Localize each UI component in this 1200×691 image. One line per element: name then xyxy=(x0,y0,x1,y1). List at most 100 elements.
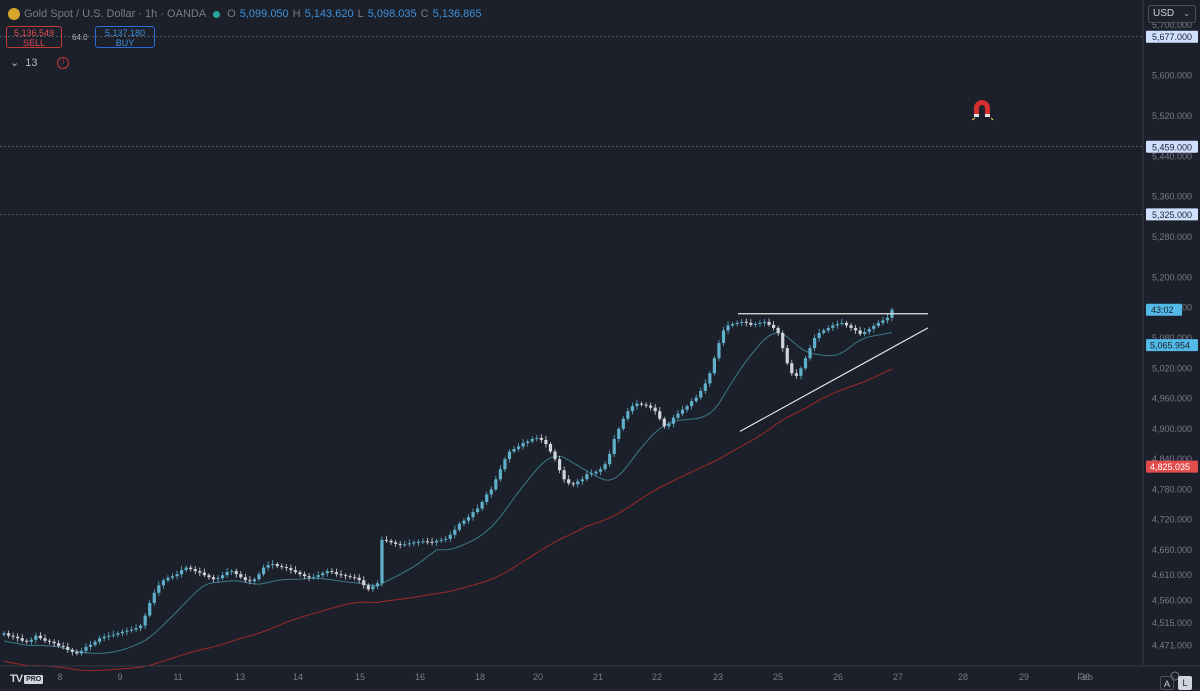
candle-body xyxy=(248,580,252,582)
candle-body xyxy=(790,363,794,374)
candle-body xyxy=(758,322,762,324)
y-tick-label: 4,660.000 xyxy=(1152,545,1192,555)
candle-body xyxy=(753,323,757,325)
x-tick-label: 28 xyxy=(958,672,968,682)
candle-body xyxy=(567,479,571,484)
candle-body xyxy=(589,473,594,475)
candle-body xyxy=(676,413,680,418)
candle-body xyxy=(448,534,452,539)
indicator-count: 13 xyxy=(25,56,38,69)
candle-body xyxy=(630,406,635,412)
buy-label: BUY xyxy=(115,38,135,48)
candle-body xyxy=(234,571,238,575)
candle-body xyxy=(29,639,33,642)
current-price-label: 43:02 xyxy=(1151,305,1174,315)
y-tick-label: 4,780.000 xyxy=(1152,484,1192,494)
currency-select[interactable]: USD ⌄ xyxy=(1148,5,1196,23)
buy-button[interactable]: 5,137.180 BUY xyxy=(95,26,155,48)
warning-icon[interactable]: ! xyxy=(57,56,70,69)
candle-body xyxy=(535,437,539,439)
ma-fast-tag xyxy=(1146,339,1198,352)
candle-body xyxy=(280,566,284,568)
candle-body xyxy=(389,540,393,543)
candle-body xyxy=(98,638,102,642)
x-tick-label: 16 xyxy=(415,672,425,682)
candle-body xyxy=(863,331,867,334)
candle-body xyxy=(721,330,726,344)
y-tick-label: 5,700.000 xyxy=(1152,20,1192,30)
candle-body xyxy=(503,459,507,470)
candle-body xyxy=(357,577,361,581)
candle-body xyxy=(175,574,179,577)
candle-body xyxy=(312,577,316,579)
candle-body xyxy=(407,543,411,545)
tradingview-logo[interactable]: TV PRO xyxy=(10,673,44,685)
alert-price-tag xyxy=(1146,140,1198,153)
candle-body xyxy=(603,464,607,470)
candle-body xyxy=(476,508,480,513)
indicators-toggle[interactable]: ⌄ 13 ! xyxy=(10,56,70,69)
x-tick-label: 25 xyxy=(773,672,783,682)
candle-body xyxy=(52,641,56,644)
candle-body xyxy=(125,630,129,632)
candle-body xyxy=(61,645,65,647)
candle-body xyxy=(521,442,525,447)
log-scale-button[interactable]: L xyxy=(1178,676,1192,690)
candle-body xyxy=(553,451,557,460)
candle-body xyxy=(343,575,348,577)
candle-body xyxy=(43,638,47,641)
candle-body xyxy=(184,567,188,571)
x-tick-label: 29 xyxy=(1019,672,1029,682)
candle-body xyxy=(726,325,730,331)
candle-body xyxy=(439,539,443,541)
candle-body xyxy=(366,585,370,590)
x-tick-label: 9 xyxy=(117,672,122,682)
candle-body xyxy=(293,570,298,573)
y-tick-label: 5,080.000 xyxy=(1152,333,1192,343)
candle-body xyxy=(66,646,70,650)
alert-price-tag xyxy=(1146,208,1198,221)
candle-body xyxy=(512,449,516,452)
candle-body xyxy=(70,649,74,652)
candle-body xyxy=(143,615,147,626)
chevron-down-icon: ⌄ xyxy=(1183,9,1190,18)
candle-body xyxy=(867,328,871,332)
candle-body xyxy=(34,635,38,640)
candle-body xyxy=(107,635,111,637)
candle-body xyxy=(667,423,671,427)
candle-body xyxy=(375,583,380,587)
candle-body xyxy=(612,438,616,455)
low-value: 5,098.035 xyxy=(367,8,417,20)
candle-body xyxy=(690,401,694,407)
candle-body xyxy=(394,542,398,544)
candle-body xyxy=(617,428,621,439)
candle-body xyxy=(680,409,685,414)
candle-body xyxy=(453,529,457,535)
currency-label: USD xyxy=(1153,8,1175,19)
candle-body xyxy=(776,327,780,333)
candle-body xyxy=(321,573,325,576)
candle-body xyxy=(498,469,502,480)
candle-body xyxy=(161,580,165,586)
candle-body xyxy=(881,320,885,323)
x-tick-label: 21 xyxy=(593,672,603,682)
alert-price-label: 5,325.000 xyxy=(1152,210,1192,220)
candle-body xyxy=(594,471,598,474)
candle-body xyxy=(79,650,84,654)
y-tick-label: 4,560.000 xyxy=(1152,595,1192,605)
candle-body xyxy=(289,568,293,571)
candle-body xyxy=(653,407,657,412)
candle-body xyxy=(526,441,530,443)
candle-body xyxy=(444,538,448,540)
sell-button[interactable]: 5,136.549 SELL xyxy=(6,26,62,48)
symbol-title[interactable]: Gold Spot / U.S. Dollar · 1h · OANDA xyxy=(24,8,207,20)
candle-body xyxy=(261,567,266,575)
pro-badge: PRO xyxy=(24,674,44,684)
candle-body xyxy=(858,330,862,334)
candle-body xyxy=(885,317,890,321)
candle-body xyxy=(93,641,97,645)
candle-body xyxy=(831,325,835,328)
magnet-icon[interactable] xyxy=(970,96,994,122)
